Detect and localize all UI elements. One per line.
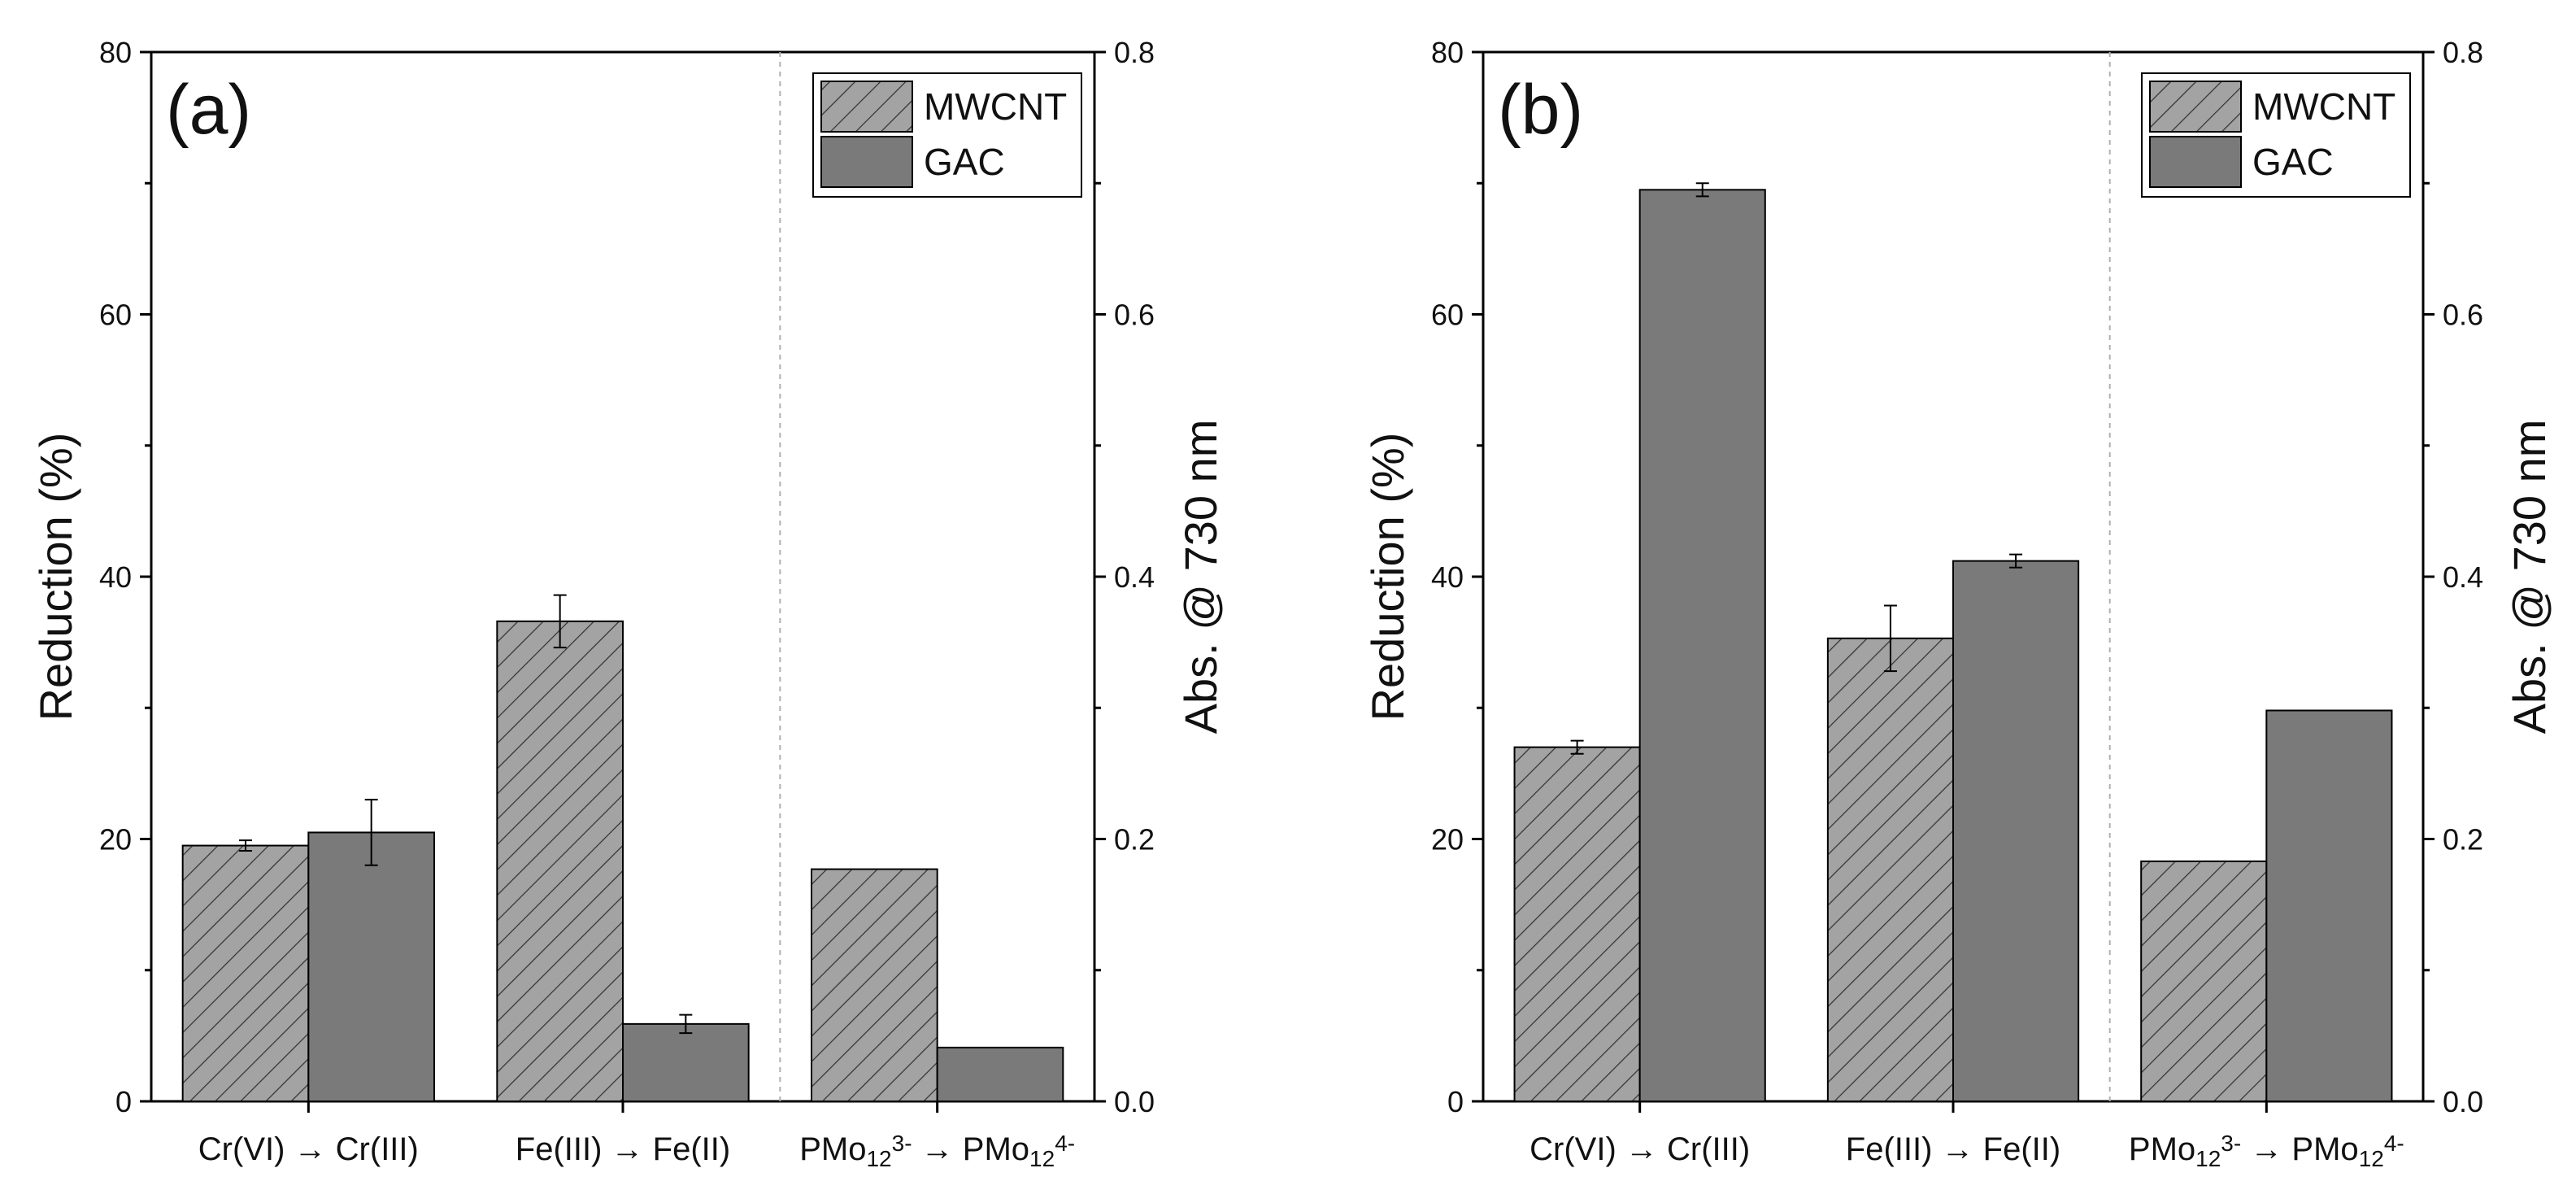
panel-a-y2tick-label: 0.0 (1114, 1085, 1155, 1118)
panel-b-panel-label: (b) (1498, 71, 1583, 149)
panel-b-y2tick-label: 0.6 (2443, 299, 2483, 332)
panel-b-category-label: Fe(III) → Fe(II) (1846, 1131, 2060, 1167)
panel-a-category-label-part: 12 (1029, 1146, 1055, 1171)
panel-b-category-label: Cr(VI) → Cr(III) (1530, 1131, 1750, 1167)
panel-a-category-label-part: 3- (892, 1131, 912, 1156)
panel-a-y2tick-label: 0.2 (1114, 823, 1155, 856)
panel-b-category-label-part: 4- (2384, 1131, 2404, 1156)
panel-a-category-label-part: Fe(III) → Fe(II) (516, 1131, 730, 1167)
panel-a-ytick-label: 60 (99, 299, 132, 332)
panel-b-legend-label-mwcnt: MWCNT (2252, 85, 2395, 128)
panel-b-category-label-part: 3- (2221, 1131, 2241, 1156)
panel-b-bar-mwcnt-1 (1513, 746, 1641, 1102)
panel-b-category-label-part: Fe(III) → Fe(II) (1846, 1131, 2060, 1167)
panel-b-bar-gac-3 (2265, 709, 2393, 1102)
panel-b-y2label: Abs. @ 730 nm (2504, 420, 2555, 734)
panel-b-bar-mwcnt-2 (1826, 637, 1955, 1102)
panel-a-legend-swatch-gac (820, 136, 913, 188)
panel-a-bar-mwcnt-2 (496, 620, 624, 1102)
panel-a-y2tick-label: 0.4 (1114, 560, 1155, 594)
panel-b-category-label-part: PMo (2129, 1131, 2195, 1167)
panel-b-category-label: PMo123- → PMo124- (2129, 1131, 2404, 1170)
panel-a-bar-gac-3 (936, 1046, 1064, 1102)
panel-a-bar-gac-2 (622, 1022, 750, 1103)
panel-b-chart: 0 20 40 60 80 0.0 0.2 0.4 0.6 0.8 Reduction (%) Abs… (1362, 36, 2555, 1171)
panel-a-ytick-label: 80 (99, 36, 132, 69)
panel-b-legend-swatch-mwcnt (2149, 81, 2242, 133)
panel-a-category-label-part: PMo (799, 1131, 866, 1167)
panel-a-category-label-part: → PMo (912, 1131, 1029, 1167)
panel-a-ytick-label: 0 (115, 1085, 132, 1118)
panel-a-category-label: Fe(III) → Fe(II) (516, 1131, 730, 1167)
panel-b-y2tick-label: 0.4 (2443, 560, 2483, 594)
panel-b-legend-label-gac: GAC (2252, 141, 2334, 183)
panel-a-y2label: Abs. @ 730 nm (1175, 420, 1226, 734)
panel-b-ytick-label: 80 (1431, 36, 1464, 69)
panel-a-category-label: PMo123- → PMo124- (799, 1131, 1075, 1170)
panel-b-category-label-part: → PMo (2241, 1131, 2358, 1167)
panel-a-chart: 0 20 40 60 80 0.0 0.2 0.4 0.6 0.8 Reduction (%) Abs… (30, 36, 1226, 1171)
panel-b-y2tick-label: 0.0 (2443, 1085, 2483, 1118)
panel-b-y2tick-label: 0.2 (2443, 823, 2483, 856)
panel-b-bar-mwcnt-3 (2140, 860, 2268, 1102)
panel-b-ytick-label: 40 (1431, 560, 1464, 594)
panel-a-category-label-part: 4- (1055, 1131, 1075, 1156)
panel-a-y2tick-label: 0.8 (1114, 36, 1155, 69)
panel-b-category-label-part: 12 (2359, 1146, 2384, 1171)
panel-b-ylabel: Reduction (%) (1362, 433, 1413, 721)
panel-a-legend-label-mwcnt: MWCNT (924, 85, 1067, 128)
panel-b-y2tick-label: 0.8 (2443, 36, 2483, 69)
panel-a-ytick-label: 40 (99, 560, 132, 594)
panel-a-category-label-part: Cr(VI) → Cr(III) (198, 1131, 419, 1167)
panel-a-category-label: Cr(VI) → Cr(III) (198, 1131, 419, 1167)
panel-b-legend-swatch-gac (2149, 136, 2242, 188)
panel-a-bar-mwcnt-1 (181, 844, 310, 1102)
panel-b-category-label-part: 12 (2195, 1146, 2221, 1171)
panel-a-bar-mwcnt-3 (811, 868, 938, 1103)
panel-b-ytick-label: 0 (1447, 1085, 1464, 1118)
panel-a-bar-gac-1 (307, 831, 436, 1102)
panel-a-legend-label-gac: GAC (924, 141, 1005, 183)
panel-a-ylabel: Reduction (%) (30, 433, 81, 721)
panel-b-category-label-part: Cr(VI) → Cr(III) (1530, 1131, 1750, 1167)
panel-a-category-label-part: 12 (866, 1146, 891, 1171)
panel-a-legend-swatch-mwcnt (820, 81, 913, 133)
panel-b-ytick-label: 60 (1431, 299, 1464, 332)
panel-a-y2tick-label: 0.6 (1114, 299, 1155, 332)
panel-b-bar-gac-1 (1638, 189, 1766, 1102)
panel-a-ytick-label: 20 (99, 823, 132, 856)
panel-b-ytick-label: 20 (1431, 823, 1464, 856)
panel-a-panel-label: (a) (166, 71, 251, 149)
panel-b-bar-gac-2 (1952, 560, 2080, 1102)
